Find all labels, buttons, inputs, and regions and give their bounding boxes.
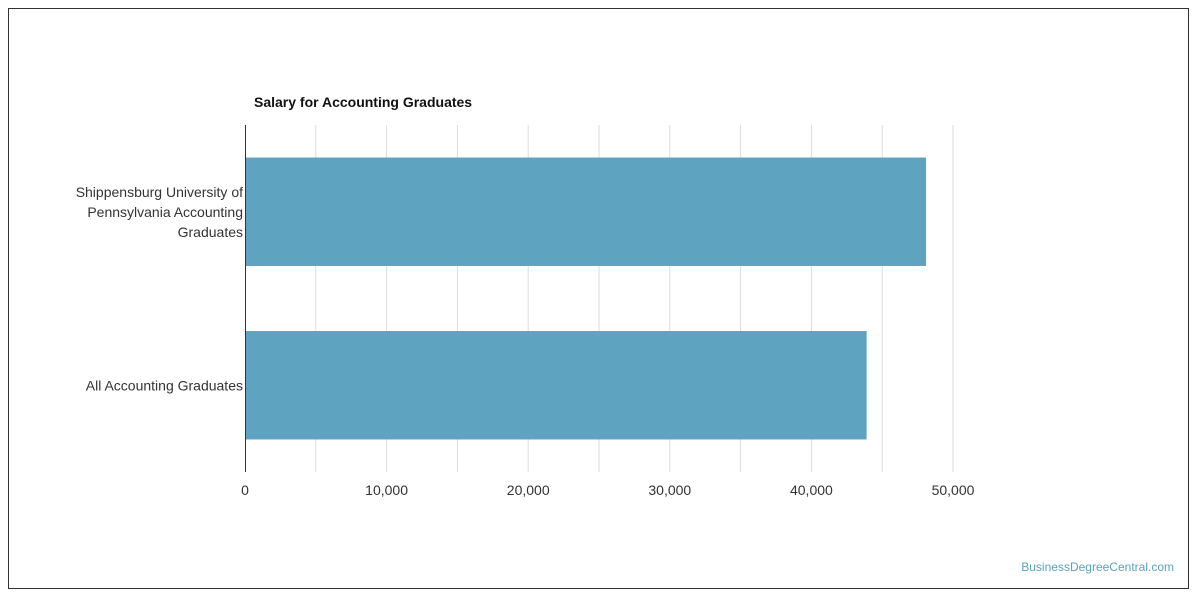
bar-1 bbox=[245, 157, 927, 266]
category-label: Shippensburg University of bbox=[76, 184, 243, 200]
x-tick-label: 0 bbox=[241, 482, 249, 498]
x-tick-label: 10,000 bbox=[365, 482, 408, 498]
x-tick-label: 40,000 bbox=[790, 482, 833, 498]
chart-title: Salary for Accounting Graduates bbox=[254, 94, 473, 110]
category-label: Graduates bbox=[178, 224, 243, 240]
x-tick-label: 30,000 bbox=[648, 482, 691, 498]
category-label: All Accounting Graduates bbox=[86, 377, 243, 393]
x-tick-label: 50,000 bbox=[932, 482, 975, 498]
labels: Shippensburg University of Pennsylvania A… bbox=[76, 184, 975, 498]
x-tick-label: 20,000 bbox=[507, 482, 550, 498]
category-label: Pennsylvania Accounting bbox=[87, 204, 243, 220]
bar-2 bbox=[245, 331, 867, 440]
bars bbox=[245, 157, 927, 440]
watermark[interactable]: BusinessDegreeCentral.com bbox=[1021, 560, 1174, 574]
